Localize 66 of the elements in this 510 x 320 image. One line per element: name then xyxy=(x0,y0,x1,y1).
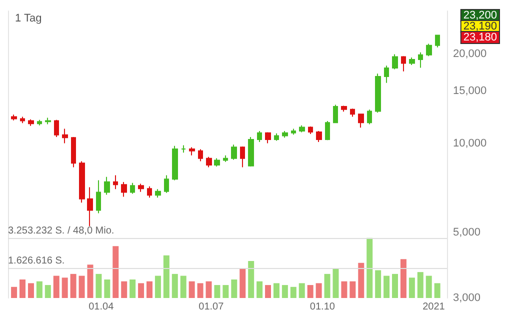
candlestick xyxy=(164,174,169,194)
candlestick xyxy=(240,146,245,168)
candlestick xyxy=(308,126,313,135)
text: 23,200 xyxy=(463,10,498,22)
candlestick xyxy=(291,128,296,136)
candlestick xyxy=(282,130,288,138)
candlestick xyxy=(299,124,305,133)
candlestick xyxy=(62,128,68,144)
candlestick xyxy=(155,188,161,198)
candlestick xyxy=(198,148,203,162)
candlestick xyxy=(418,52,423,68)
candlestick xyxy=(206,156,212,168)
text: 23,180 xyxy=(463,32,498,44)
candlestick xyxy=(104,176,110,196)
candlestick xyxy=(384,65,389,84)
candlestick xyxy=(147,186,152,198)
candlestick xyxy=(358,113,364,128)
candlestick xyxy=(181,144,186,154)
candlestick xyxy=(223,154,228,162)
candlestick xyxy=(392,54,398,70)
ref-line-label: 3.253.232 S. / 48,0 Mio. xyxy=(8,225,114,236)
candlestick xyxy=(350,108,355,118)
candlestick xyxy=(274,132,279,142)
candlestick xyxy=(11,114,17,121)
candlestick xyxy=(138,183,144,192)
candlestick xyxy=(367,109,372,125)
candlestick xyxy=(28,118,34,126)
x-tick-label: 01.04 xyxy=(88,302,114,312)
candlestick xyxy=(20,116,25,124)
y-tick-label: 3,000 xyxy=(453,292,481,304)
y-tick-label: 20,000 xyxy=(453,48,487,60)
ref-line-label: 1.626.616 S. xyxy=(8,255,65,266)
y-tick-label: 5,000 xyxy=(453,226,481,238)
candlestick xyxy=(257,130,262,143)
candlestick xyxy=(45,117,51,125)
candlestick xyxy=(96,180,101,214)
candlestick xyxy=(316,130,322,143)
candlestick xyxy=(214,158,220,167)
candlestick xyxy=(265,132,271,144)
candlestick xyxy=(37,119,42,126)
chart-title: 1 Tag xyxy=(15,12,42,24)
x-tick-label: 2021 xyxy=(422,302,446,312)
candlestick xyxy=(231,144,237,160)
candlestick xyxy=(248,136,254,167)
candlestick xyxy=(121,181,127,198)
candlestick xyxy=(409,56,415,66)
candlestick xyxy=(435,34,440,48)
y-tick-label: 10,000 xyxy=(453,137,487,150)
candlestick xyxy=(333,104,338,124)
x-tick-label: 01.10 xyxy=(310,302,336,312)
y-tick-label: 15,000 xyxy=(453,85,487,98)
candlestick xyxy=(79,160,85,204)
x-tick-label: 01.07 xyxy=(198,302,224,312)
candlestick xyxy=(325,120,330,141)
candlestick xyxy=(54,119,59,138)
candlestick xyxy=(71,136,76,168)
candlestick xyxy=(172,145,178,181)
candlestick xyxy=(375,73,381,114)
candlestick xyxy=(189,146,195,156)
candlestick xyxy=(341,105,347,112)
text: 23,190 xyxy=(463,20,498,32)
candlestick xyxy=(401,56,406,72)
candlestick xyxy=(113,174,118,190)
candlestick xyxy=(87,186,93,227)
candlestick xyxy=(426,43,432,57)
candlestick xyxy=(130,182,135,194)
